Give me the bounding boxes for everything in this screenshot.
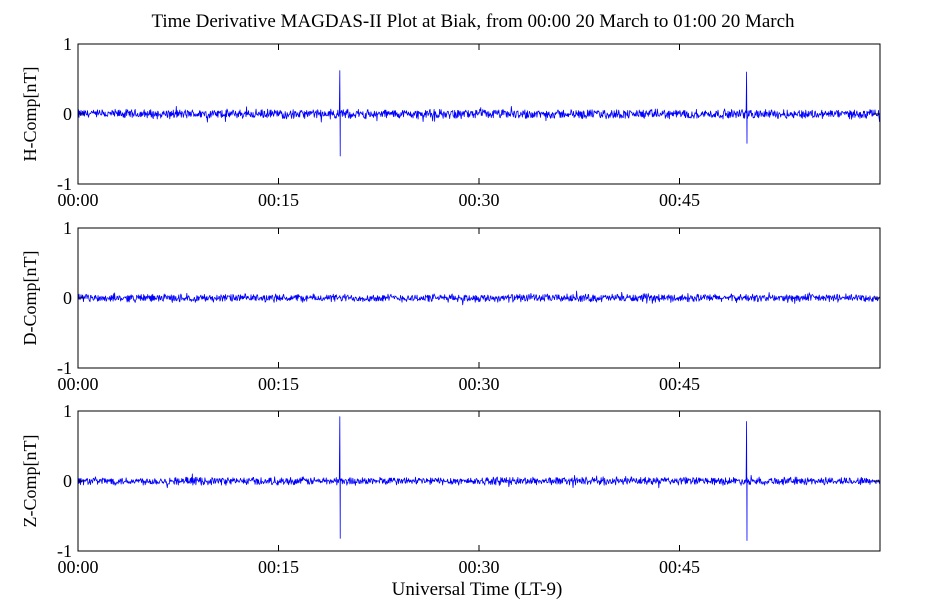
plot-panels: 10-100:00 00:15 00:30 00:45H-Comp[nT]10-100…	[20, 34, 881, 577]
x-axis-label: Universal Time (LT-9)	[392, 579, 563, 600]
x-tick-label: 00:30	[458, 374, 499, 394]
y-tick-label: 0	[63, 288, 72, 308]
x-tick-label: 00:45	[659, 557, 700, 577]
panel-d-comp-nt-: 1 0 -100:00 00:15 00:30 00:45 D-Comp[nT]	[20, 218, 881, 394]
x-tick-label: 00:00	[57, 374, 98, 394]
y-axis-label: H-Comp[nT]	[20, 67, 40, 162]
y-tick-label: -1	[57, 541, 72, 561]
x-tick-label: 00:30	[458, 190, 499, 210]
y-tick-label: 1	[63, 401, 72, 421]
y-axis-label: Z-Comp[nT]	[20, 435, 40, 528]
y-tick-label: 0	[63, 104, 72, 124]
x-tick-label: 00:30	[458, 557, 499, 577]
y-tick-label: -1	[57, 174, 72, 194]
x-tick-label: 00:45	[659, 374, 700, 394]
series-line	[77, 416, 881, 541]
y-tick-label: 1	[63, 34, 72, 54]
series-line	[77, 70, 881, 157]
y-tick-label: -1	[57, 358, 72, 378]
x-tick-label: 00:15	[258, 190, 299, 210]
x-tick-label: 00:15	[258, 557, 299, 577]
panel-h-comp-nt-: 1 0 -100:00 00:15 00:30 00:45 H-Comp[nT]	[20, 34, 881, 210]
chart-title: Time Derivative MAGDAS-II Plot at Biak, …	[151, 11, 795, 32]
x-tick-label: 00:00	[57, 557, 98, 577]
x-tick-label: 00:45	[659, 190, 700, 210]
x-tick-label: 00:15	[258, 374, 299, 394]
y-tick-label: 0	[63, 471, 72, 491]
series-line	[77, 290, 881, 306]
panel-z-comp-nt-: 1 0 -100:00 00:15 00:30 00:45 Z-Comp[nT]	[20, 401, 881, 577]
x-tick-label: 00:00	[57, 190, 98, 210]
y-tick-label: 1	[63, 218, 72, 238]
y-axis-label: D-Comp[nT]	[20, 251, 40, 346]
